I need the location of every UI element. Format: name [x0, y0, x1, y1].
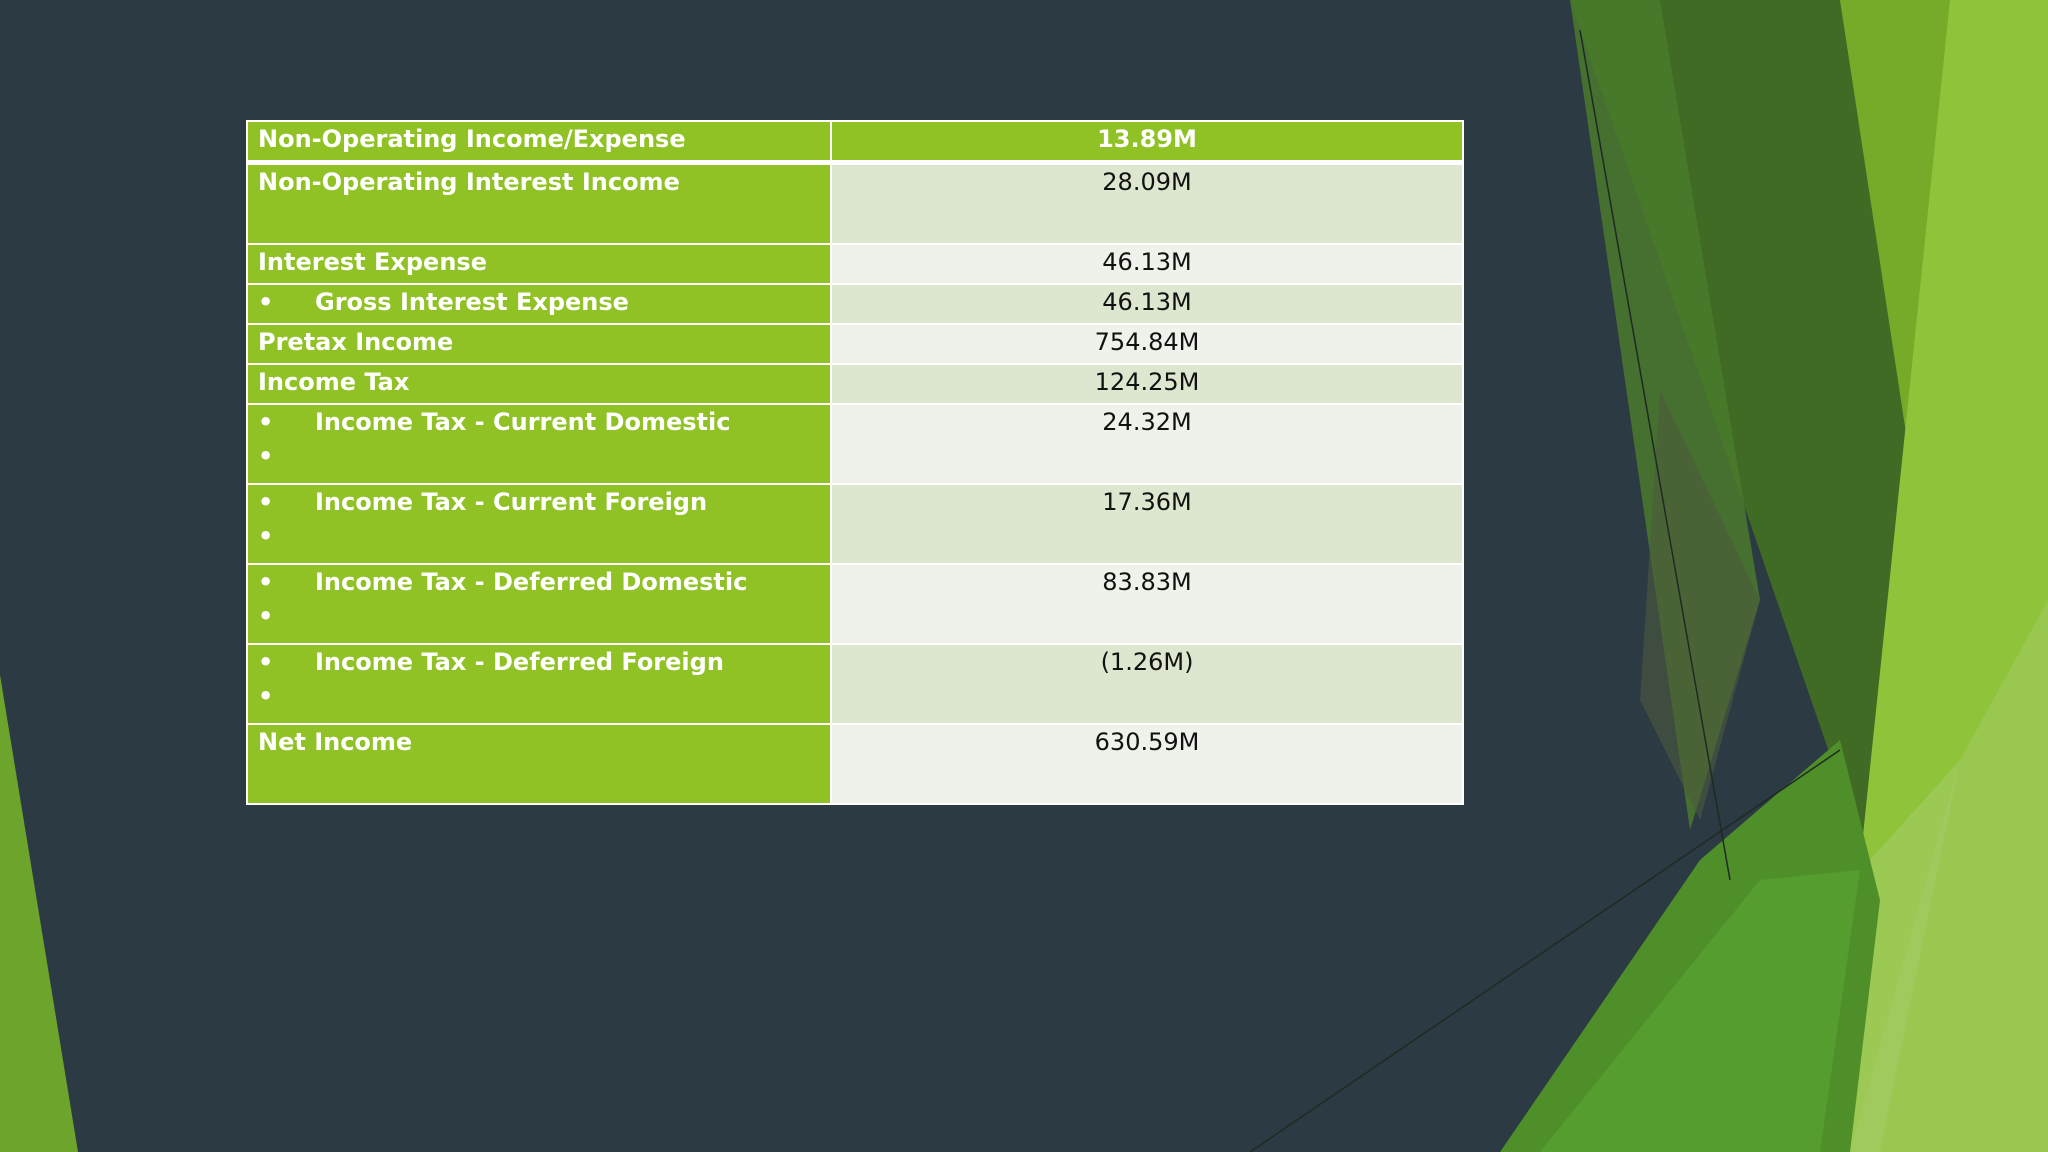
row-label-cell: Income Tax — [246, 363, 832, 405]
row-value: 24.32M — [830, 403, 1464, 485]
row-label: Interest Expense — [258, 248, 487, 276]
bullet-icon: • — [258, 602, 274, 630]
row-label-cell: Non-Operating Income/Expense — [246, 120, 832, 165]
table-row: Income Tax 124.25M — [246, 363, 1464, 405]
row-label: Non-Operating Income/Expense — [258, 125, 686, 153]
bullet-icon: • — [258, 648, 274, 676]
row-value: 754.84M — [830, 323, 1464, 365]
row-label-cell: Interest Expense — [246, 243, 832, 285]
row-value: 46.13M — [830, 243, 1464, 285]
table-row: Non-Operating Interest Income 28.09M — [246, 161, 1464, 245]
row-label: Income Tax - Current Foreign — [315, 488, 708, 516]
table-row: • Income Tax - Deferred Foreign • (1.26M) — [246, 643, 1464, 725]
row-label: Income Tax - Current Domestic — [315, 408, 731, 436]
row-label: Pretax Income — [258, 328, 454, 356]
row-label: Gross Interest Expense — [315, 288, 629, 316]
row-label-cell: • Income Tax - Current Domestic • — [246, 403, 832, 485]
row-label-cell: • Income Tax - Deferred Foreign • — [246, 643, 832, 725]
table-row: • Income Tax - Deferred Domestic • 83.83M — [246, 563, 1464, 645]
table-row: Interest Expense 46.13M — [246, 243, 1464, 285]
bullet-icon: • — [258, 522, 274, 550]
table-row: • Gross Interest Expense 46.13M — [246, 283, 1464, 325]
row-label-cell: • Income Tax - Current Foreign • — [246, 483, 832, 565]
row-label: Non-Operating Interest Income — [258, 168, 680, 196]
row-value: (1.26M) — [830, 643, 1464, 725]
row-value: 124.25M — [830, 363, 1464, 405]
table-row: Net Income 630.59M — [246, 723, 1464, 805]
bullet-icon: • — [258, 288, 274, 316]
row-value: 28.09M — [830, 161, 1464, 245]
row-value: 17.36M — [830, 483, 1464, 565]
row-value: 83.83M — [830, 563, 1464, 645]
row-label-cell: Non-Operating Interest Income — [246, 161, 832, 245]
row-value: 46.13M — [830, 283, 1464, 325]
table-row: Pretax Income 754.84M — [246, 323, 1464, 365]
income-table: Non-Operating Income/Expense 13.89M Non-Op… — [246, 120, 1464, 805]
row-label: Income Tax - Deferred Domestic — [315, 568, 748, 596]
table-header-row: Non-Operating Income/Expense 13.89M — [246, 120, 1464, 165]
row-value: 630.59M — [830, 723, 1464, 805]
bullet-icon: • — [258, 568, 274, 596]
row-label-cell: Pretax Income — [246, 323, 832, 365]
row-label: Net Income — [258, 728, 413, 756]
row-value: 13.89M — [830, 120, 1464, 165]
bullet-icon: • — [258, 488, 274, 516]
row-label: Income Tax — [258, 368, 410, 396]
bullet-icon: • — [258, 442, 274, 470]
row-label-cell: • Gross Interest Expense — [246, 283, 832, 325]
table-row: • Income Tax - Current Foreign • 17.36M — [246, 483, 1464, 565]
table-row: • Income Tax - Current Domestic • 24.32M — [246, 403, 1464, 485]
row-label-cell: Net Income — [246, 723, 832, 805]
bullet-icon: • — [258, 682, 274, 710]
row-label: Income Tax - Deferred Foreign — [315, 648, 724, 676]
bullet-icon: • — [258, 408, 274, 436]
row-label-cell: • Income Tax - Deferred Domestic • — [246, 563, 832, 645]
